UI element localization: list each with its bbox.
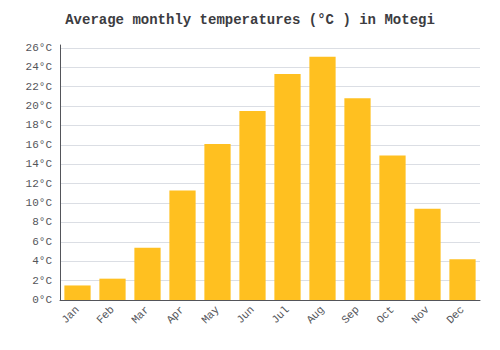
svg-text:Sep: Sep [339, 304, 361, 326]
svg-text:20°C: 20°C [26, 100, 53, 112]
svg-text:22°C: 22°C [26, 81, 53, 93]
svg-text:May: May [199, 303, 222, 326]
svg-text:Jun: Jun [234, 304, 256, 326]
svg-text:Mar: Mar [129, 304, 151, 326]
svg-text:Jul: Jul [269, 304, 291, 326]
svg-text:Average monthly temperatures (: Average monthly temperatures (°C ) in Mo… [65, 12, 435, 28]
svg-text:Nov: Nov [409, 303, 432, 326]
svg-text:18°C: 18°C [26, 119, 53, 131]
svg-text:Apr: Apr [164, 304, 186, 326]
svg-text:14°C: 14°C [26, 158, 53, 170]
svg-text:4°C: 4°C [32, 255, 52, 267]
svg-text:Feb: Feb [94, 304, 116, 326]
svg-text:Aug: Aug [304, 304, 326, 326]
svg-text:Jan: Jan [59, 304, 81, 326]
svg-text:2°C: 2°C [32, 275, 52, 287]
svg-text:Dec: Dec [444, 304, 466, 326]
svg-text:12°C: 12°C [26, 178, 53, 190]
svg-text:26°C: 26°C [26, 42, 53, 54]
svg-text:16°C: 16°C [26, 139, 53, 151]
svg-text:0°C: 0°C [32, 294, 52, 306]
svg-text:6°C: 6°C [32, 236, 52, 248]
svg-text:24°C: 24°C [26, 61, 53, 73]
svg-text:8°C: 8°C [32, 216, 52, 228]
svg-text:Oct: Oct [374, 304, 396, 326]
svg-text:10°C: 10°C [26, 197, 53, 209]
